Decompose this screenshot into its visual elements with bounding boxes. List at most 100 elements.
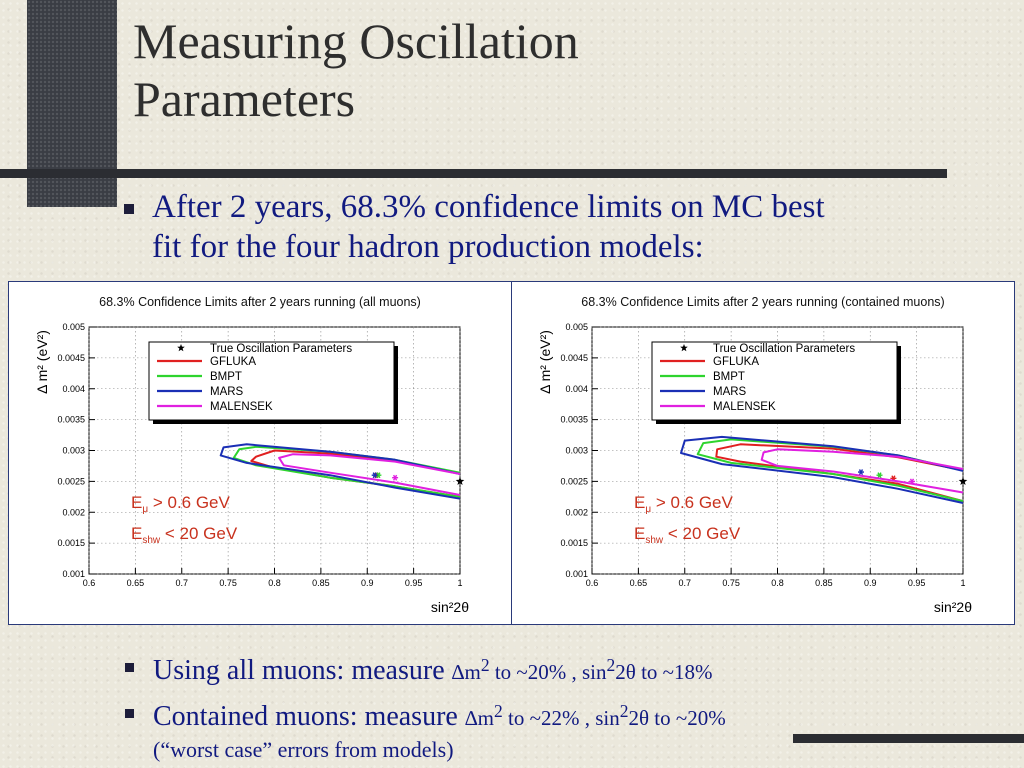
sup-2: 2 xyxy=(494,701,503,721)
bullet-3: Contained muons: measure ∆m2 to ~22% , s… xyxy=(125,694,726,735)
chart-title: 68.3% Confidence Limits after 2 years ru… xyxy=(99,295,421,309)
x-tick-label: 0.65 xyxy=(630,578,648,588)
annotation-line-1: Eμ > 0.6 GeV xyxy=(131,493,231,515)
x-tick-label: 0.9 xyxy=(361,578,374,588)
best-fit-malensek xyxy=(909,478,915,485)
annotation-rest-2: < 20 GeV xyxy=(160,524,238,543)
y-tick-label: 0.0035 xyxy=(560,415,588,425)
y-tick-label: 0.002 xyxy=(565,507,588,517)
x-axis-label: sin²2θ xyxy=(431,599,469,615)
bullet-1: After 2 years, 68.3% confidence limits o… xyxy=(124,187,825,267)
y-tick-label: 0.0035 xyxy=(57,415,85,425)
chart-all-muons: 68.3% Confidence Limits after 2 years ru… xyxy=(34,295,469,615)
contour-malensek xyxy=(278,453,461,496)
x-tick-label: 0.8 xyxy=(771,578,784,588)
delta-m: ∆m xyxy=(464,706,495,730)
annotation-e: E xyxy=(131,524,142,543)
annotation-line-2: Eshw < 20 GeV xyxy=(131,524,238,546)
y-tick-label: 0.0015 xyxy=(560,538,588,548)
legend-entry-bmpt: BMPT xyxy=(210,371,242,383)
title-line-2: Parameters xyxy=(133,71,356,127)
x-tick-label: 0.6 xyxy=(83,578,96,588)
x-tick-label: 0.8 xyxy=(268,578,281,588)
legend-entry-mars: MARS xyxy=(210,386,244,398)
title-divider xyxy=(0,169,947,178)
legend-entry-true: True Oscillation Parameters xyxy=(210,343,352,355)
bullet-1-line-1: After 2 years, 68.3% confidence limits o… xyxy=(152,189,825,225)
y-tick-label: 0.003 xyxy=(565,446,588,456)
sup-2b: 2 xyxy=(619,701,629,721)
y-tick-label: 0.0025 xyxy=(57,476,85,486)
bullet-3-text: Contained muons: measure xyxy=(153,701,458,732)
delta-m: ∆m xyxy=(451,660,481,684)
annotation-line-1: Eμ > 0.6 GeV xyxy=(634,493,734,515)
worst-case-note: (“worst case” errors from models) xyxy=(153,737,454,762)
bullet-3-rest: to ~22% , sin xyxy=(508,706,620,730)
legend-entry-true: True Oscillation Parameters xyxy=(713,343,855,355)
contour-mars xyxy=(680,435,964,504)
legend-entry-bmpt: BMPT xyxy=(713,371,745,383)
x-tick-label: 1 xyxy=(457,578,462,588)
annotation-sub-shw: shw xyxy=(645,535,664,546)
best-fit-malensek xyxy=(392,474,399,481)
true-point-star xyxy=(958,476,968,485)
legend-star-icon xyxy=(177,344,185,352)
annotation-e: E xyxy=(634,524,645,543)
x-tick-label: 0.75 xyxy=(219,578,237,588)
title-line-1: Measuring Oscillation xyxy=(133,13,579,69)
y-tick-label: 0.005 xyxy=(565,322,588,332)
x-tick-label: 0.85 xyxy=(312,578,330,588)
chart-title: 68.3% Confidence Limits after 2 years ru… xyxy=(581,295,944,309)
best-fit-mars xyxy=(858,469,864,476)
contour-mars xyxy=(219,443,461,500)
y-tick-label: 0.004 xyxy=(565,384,588,394)
chart-panel-contained-muons: 68.3% Confidence Limits after 2 years ru… xyxy=(511,281,1015,625)
y-tick-label: 0.0015 xyxy=(57,538,85,548)
y-tick-label: 0.003 xyxy=(62,446,85,456)
x-tick-label: 0.75 xyxy=(722,578,740,588)
bullet-square-icon xyxy=(124,204,134,214)
x-tick-label: 0.95 xyxy=(405,578,423,588)
x-tick-label: 0.7 xyxy=(175,578,188,588)
true-point-star xyxy=(455,476,465,485)
annotation-sub-shw: shw xyxy=(142,535,161,546)
y-tick-label: 0.004 xyxy=(62,384,85,394)
annotation-rest-1: > 0.6 GeV xyxy=(651,493,733,512)
bullet-1-line-2: fit for the four hadron production model… xyxy=(152,229,704,265)
annotation-e: E xyxy=(634,493,645,512)
annotation-e: E xyxy=(131,493,142,512)
bullet-2-rest: to ~20% , sin xyxy=(494,660,607,684)
y-tick-label: 0.0045 xyxy=(560,353,588,363)
y-tick-label: 0.002 xyxy=(62,507,85,517)
best-fit-bmpt xyxy=(876,472,883,479)
annotation-sub-mu: μ xyxy=(142,504,148,515)
annotation-sub-mu: μ xyxy=(645,504,651,515)
legend-entry-malensek: MALENSEK xyxy=(210,401,273,413)
y-tick-label: 0.0025 xyxy=(560,476,588,486)
bullet-2-text: Using all muons: measure xyxy=(153,655,445,686)
x-tick-label: 0.7 xyxy=(678,578,691,588)
legend-entry-gfluka: GFLUKA xyxy=(713,356,759,368)
bullet-square-icon xyxy=(125,709,134,718)
chart-contained-muons: 68.3% Confidence Limits after 2 years ru… xyxy=(537,295,972,615)
bullet-3-end: 2θ to ~20% xyxy=(628,706,726,730)
footer-divider xyxy=(793,734,1024,743)
x-tick-label: 0.6 xyxy=(586,578,599,588)
x-tick-label: 0.65 xyxy=(127,578,145,588)
y-tick-label: 0.001 xyxy=(565,569,588,579)
y-tick-label: 0.0045 xyxy=(57,353,85,363)
bullet-2: Using all muons: measure ∆m 2 to ~20% , s… xyxy=(125,648,713,689)
x-tick-label: 0.9 xyxy=(864,578,877,588)
legend-entry-malensek: MALENSEK xyxy=(713,401,776,413)
legend-entry-mars: MARS xyxy=(713,386,747,398)
legend-entry-gfluka: GFLUKA xyxy=(210,356,256,368)
slide-title: Measuring Oscillation Parameters xyxy=(133,12,579,128)
best-fit-mars xyxy=(371,472,378,479)
sup-2b: 2 xyxy=(606,655,616,675)
y-axis-label: Δ m² (eV²) xyxy=(537,330,553,394)
annotation-line-2: Eshw < 20 GeV xyxy=(634,524,741,546)
y-axis-label: Δ m² (eV²) xyxy=(34,330,50,394)
y-tick-label: 0.001 xyxy=(62,569,85,579)
chart-panel-all-muons: 68.3% Confidence Limits after 2 years ru… xyxy=(8,281,512,625)
